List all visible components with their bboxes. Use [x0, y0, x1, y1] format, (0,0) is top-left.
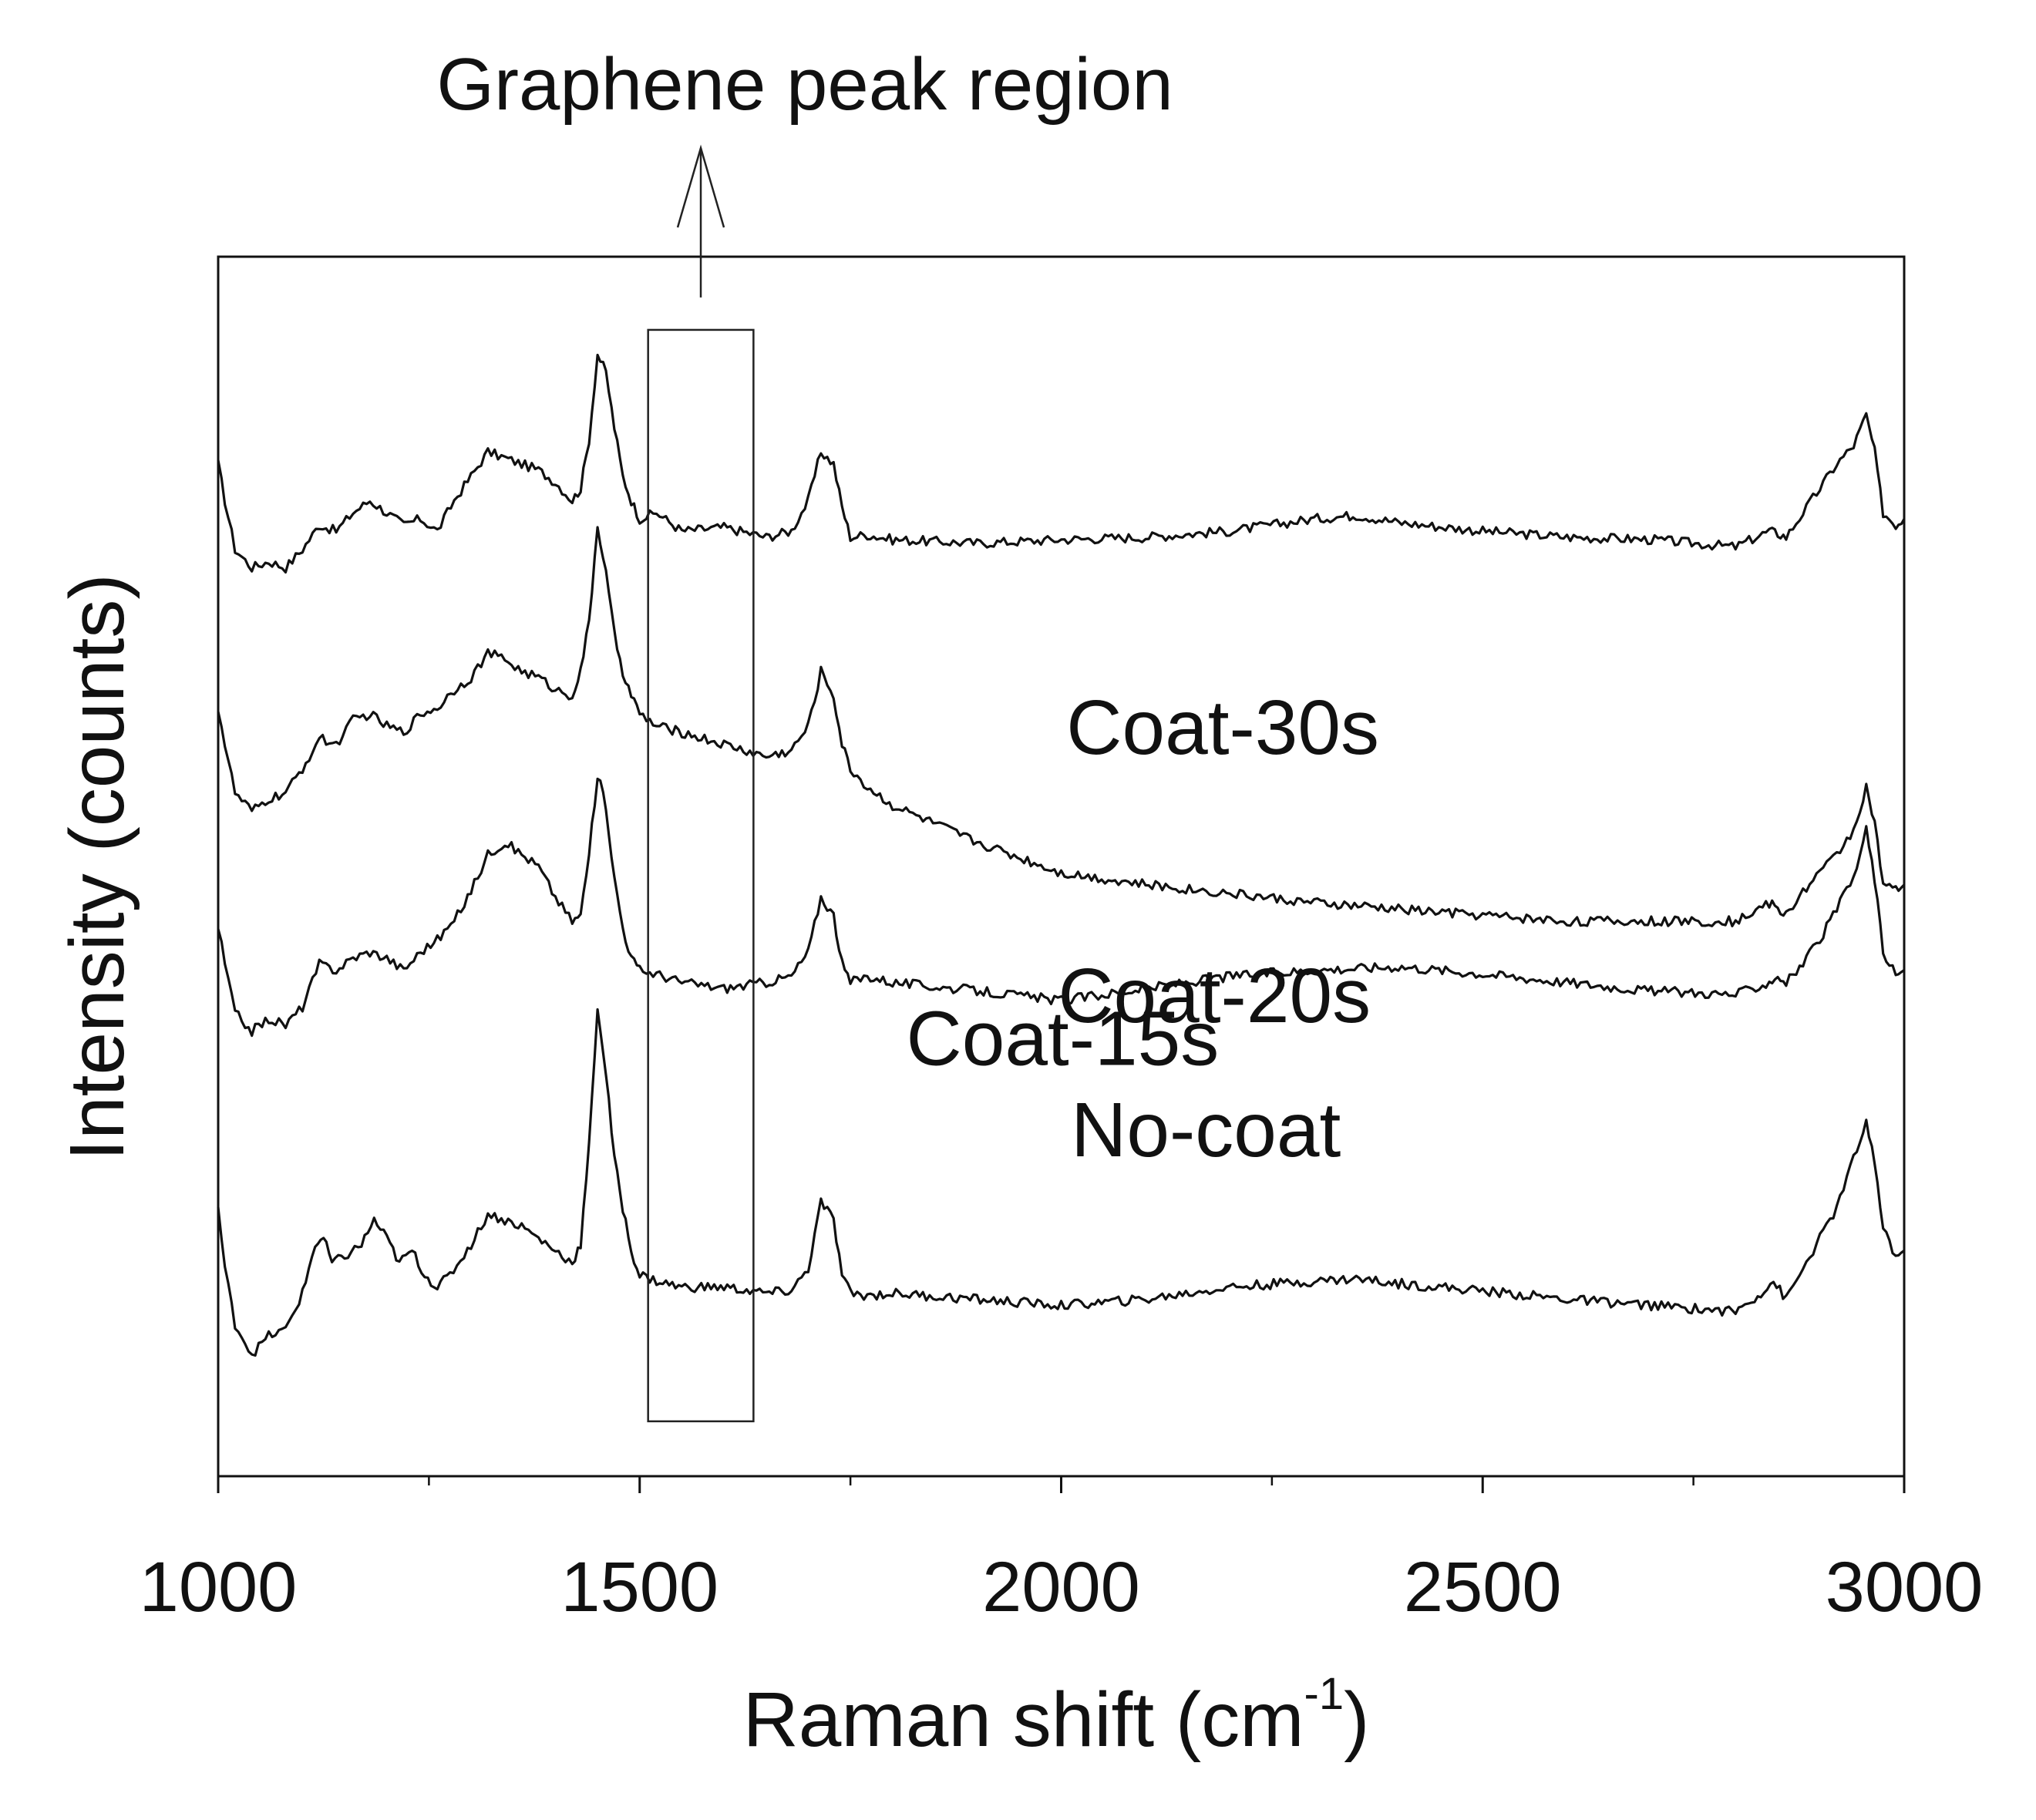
x-axis-title-superscript: -1 — [1304, 1669, 1344, 1719]
series-line-coat-15s — [217, 777, 1905, 1038]
x-tick-label-1000: 1000 — [140, 1548, 298, 1627]
x-axis-title: Raman shift (cm-1) — [743, 1669, 1370, 1763]
series-label-no-coat: No-coat — [1071, 1087, 1341, 1173]
series-label-coat-15s: Coat-15s — [906, 995, 1219, 1082]
x-axis-ticks — [217, 1476, 1906, 1493]
series-label-coat-30s: Coat-30s — [1066, 685, 1379, 771]
x-tick-label-3000: 3000 — [1826, 1548, 1984, 1627]
annotation-label: Graphene peak region — [436, 43, 1173, 126]
x-axis-title-close: ) — [1344, 1677, 1369, 1763]
y-axis-title: Intensity (counts) — [54, 574, 140, 1160]
series-line-no-coat — [217, 1008, 1905, 1357]
x-axis-title-main: Raman shift (cm — [743, 1677, 1304, 1763]
x-tick-label-2000: 2000 — [982, 1548, 1140, 1627]
x-tick-label-1500: 1500 — [560, 1548, 718, 1627]
series-line-coat-20s — [217, 526, 1906, 927]
series-lines — [217, 353, 1906, 1357]
series-line-coat-30s — [217, 353, 1906, 574]
graphene-region-box — [647, 328, 755, 1423]
x-tick-label-2500: 2500 — [1404, 1548, 1562, 1627]
x-axis-tick-labels: 1000 1500 2000 2500 3000 — [140, 1548, 1984, 1627]
annotation-arrow — [676, 144, 725, 298]
series-label-coat-20s: Coat-20s — [1058, 953, 1371, 1039]
annotation-arrow-head — [676, 144, 725, 228]
